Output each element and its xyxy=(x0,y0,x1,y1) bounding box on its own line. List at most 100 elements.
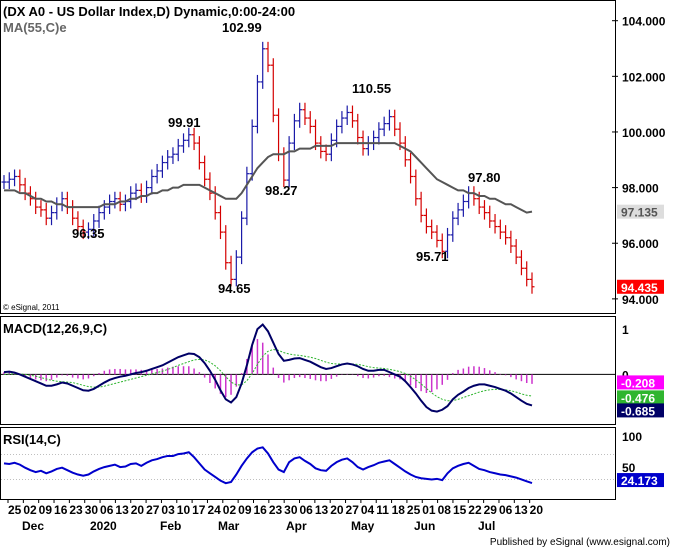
price-annotation: 94.65 xyxy=(218,281,251,296)
price-y-tick-label: 94.000 xyxy=(622,293,659,307)
price-bar xyxy=(12,169,18,187)
price-bar xyxy=(392,109,398,137)
price-bar xyxy=(38,200,44,217)
macd-label: MACD(12,26,9,C) xyxy=(3,321,107,336)
last-price-badge-text: 94.435 xyxy=(621,281,658,295)
x-month-label: 2020 xyxy=(90,519,117,533)
last-price-badge: 94.435 xyxy=(617,279,664,295)
x-month-label: May xyxy=(351,519,375,533)
price-bar xyxy=(165,150,171,170)
last-price-badge-box xyxy=(617,279,664,294)
price-bar xyxy=(386,109,392,131)
price-bar xyxy=(302,102,308,126)
x-day-label: 04 xyxy=(361,503,375,517)
price-bar xyxy=(524,261,530,287)
x-day-label: 25 xyxy=(407,503,421,517)
signal-value-badge-box xyxy=(617,390,664,405)
price-bar xyxy=(413,169,419,206)
price-bar xyxy=(492,214,498,234)
price-bar xyxy=(249,119,255,181)
price-bar xyxy=(518,250,524,276)
price-bar xyxy=(244,166,250,226)
macd-y-tick-label: 1 xyxy=(622,323,629,337)
x-month-label: Feb xyxy=(160,519,181,533)
histogram-value-badge-box xyxy=(617,375,664,390)
price-bar xyxy=(450,211,456,242)
signal-value-badge-text: -0.476 xyxy=(621,391,655,405)
price-bar xyxy=(529,272,535,294)
rsi-value-badge-text: 24.173 xyxy=(621,474,658,488)
signal-value-badge: -0.476 xyxy=(617,390,664,405)
x-day-label: 15 xyxy=(453,503,467,517)
chart-title: (DX A0 - US Dollar Index,D) Dynamic,0:00… xyxy=(3,4,295,19)
x-month-label: Dec xyxy=(22,519,44,533)
price-bar xyxy=(429,219,435,240)
price-bar xyxy=(323,144,329,162)
macd-plot xyxy=(1,323,615,413)
ma-value-badge-text: 97.135 xyxy=(621,206,658,220)
annotations: 102.99 99.91 110.55 98.27 97.80 96.35 95.71 94.… xyxy=(72,20,501,296)
x-day-label: 23 xyxy=(69,503,83,517)
rsi-y-tick-label: 50 xyxy=(622,461,636,475)
macd-signal-line xyxy=(3,348,533,402)
price-bar xyxy=(154,163,160,184)
price-annotation: 102.99 xyxy=(222,20,262,35)
price-bar xyxy=(159,155,165,178)
price-bar xyxy=(149,169,155,195)
x-day-label: 11 xyxy=(376,503,389,517)
price-bar xyxy=(497,219,503,240)
price-bar xyxy=(355,113,361,145)
histogram-value-badge: -0.208 xyxy=(617,375,664,390)
x-day-label: 17 xyxy=(192,503,206,517)
x-day-label: 13 xyxy=(514,503,528,517)
price-bar xyxy=(408,152,414,184)
x-month-label: Jun xyxy=(414,519,435,533)
price-bar xyxy=(423,208,429,234)
copyright: © eSignal, 2011 xyxy=(3,303,60,312)
price-bar xyxy=(191,127,197,151)
price-bar xyxy=(233,250,239,287)
price-bar xyxy=(207,172,213,201)
x-day-label: 09 xyxy=(238,503,252,517)
x-day-label: 24 xyxy=(207,503,221,517)
rsi-line xyxy=(3,446,533,485)
price-y-tick-label: 100.000 xyxy=(622,126,666,140)
price-bar xyxy=(297,102,303,128)
price-bar xyxy=(307,111,313,134)
price-panel-frame xyxy=(0,0,616,314)
price-bar xyxy=(455,202,461,226)
price-bar xyxy=(91,214,97,237)
x-day-label: 20 xyxy=(131,503,145,517)
x-day-label: 30 xyxy=(284,503,298,517)
price-bar xyxy=(202,155,208,187)
price-bar xyxy=(175,138,181,162)
rsi-y-tick-label: 100 xyxy=(622,430,642,444)
price-annotation: 96.35 xyxy=(72,226,105,241)
price-bar xyxy=(291,113,297,151)
x-day-label: 22 xyxy=(468,503,482,517)
x-day-label: 02 xyxy=(23,503,37,517)
price-y-tick-label: 102.000 xyxy=(622,70,666,84)
price-y-tick-label: 96.000 xyxy=(622,237,659,251)
price-bar xyxy=(376,122,382,145)
price-bar xyxy=(439,233,445,259)
price-bar xyxy=(318,136,324,159)
ma-label: MA(55,C)e xyxy=(3,20,67,35)
macd-value-badge-text: -0.685 xyxy=(621,404,655,418)
price-annotation: 99.91 xyxy=(168,115,201,130)
price-bar xyxy=(80,219,86,240)
price-bar xyxy=(85,222,91,240)
price-bar xyxy=(265,41,271,73)
macd-line xyxy=(3,323,533,413)
x-day-label: 23 xyxy=(269,503,283,517)
rsi-label: RSI(14,C) xyxy=(3,432,61,447)
price-bar xyxy=(170,147,176,164)
price-bar xyxy=(286,136,292,188)
price-bar xyxy=(481,200,487,220)
publisher-footer: Published by eSignal (www.esignal.com) xyxy=(490,537,670,548)
price-bar xyxy=(260,41,266,89)
x-day-label: 27 xyxy=(146,503,160,517)
price-bar xyxy=(217,205,223,240)
price-bar xyxy=(49,205,55,226)
